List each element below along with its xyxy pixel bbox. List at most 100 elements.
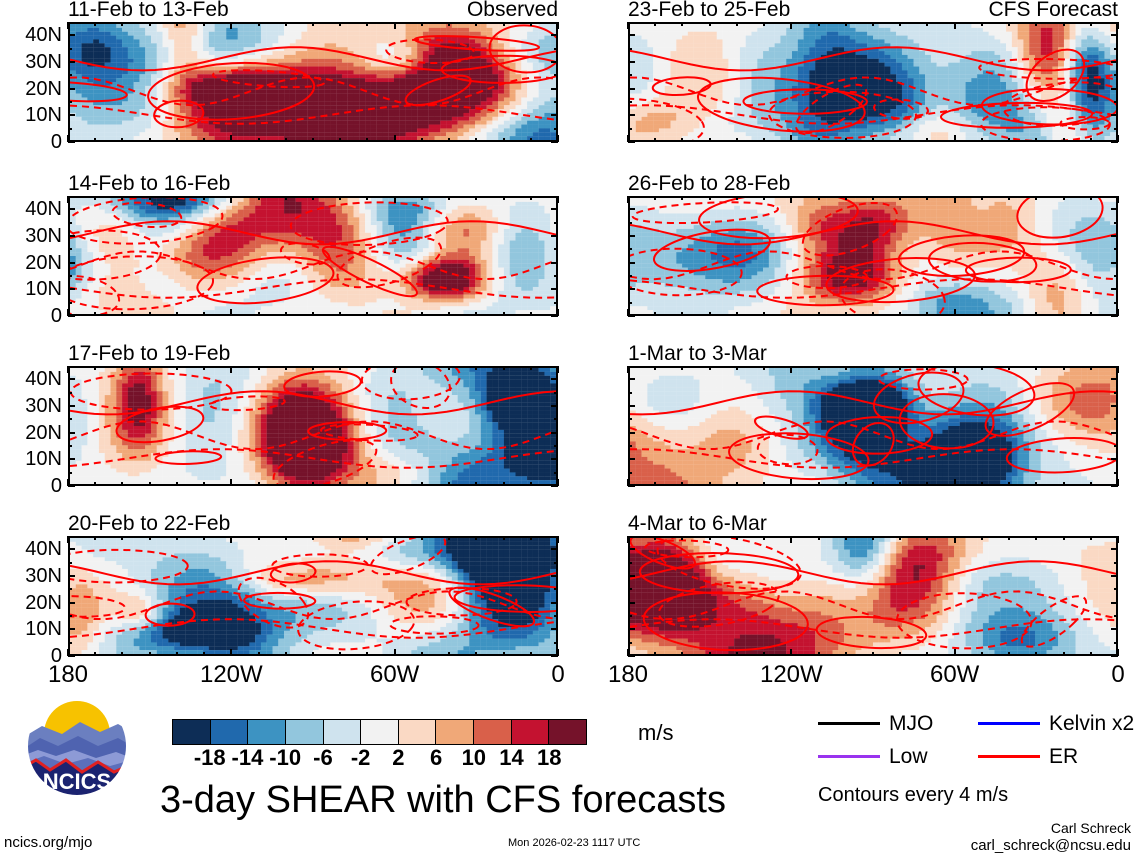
y-tick (1111, 208, 1118, 211)
y-tick-minor (628, 471, 632, 474)
panel-4: 20-Feb to 22-Feb 40N 30N 20N 10N 0 180 120W 60W 0 (25, 513, 564, 687)
x-tick (1117, 649, 1119, 656)
x-tick-minor (817, 482, 820, 486)
colorbar-swatch-9 (511, 720, 550, 744)
x-tick-minor (708, 482, 711, 486)
x-tick (557, 196, 559, 203)
y-axis-label-40N: 40N (25, 199, 62, 219)
x-tick-minor (203, 652, 206, 656)
y-tick (68, 141, 75, 143)
colorbar-swatch-7 (436, 720, 475, 744)
x-tick-minor (94, 138, 97, 142)
y-tick-minor (68, 588, 72, 591)
plot-area-2 (68, 196, 558, 316)
x-tick-minor (94, 652, 97, 656)
y-tick (68, 628, 75, 631)
y-tick-minor (68, 615, 72, 617)
author-email[interactable]: carl_schreck@ncsu.edu (971, 838, 1131, 853)
colorbar-tick--10: -10 (269, 747, 301, 769)
y-tick-minor (628, 445, 632, 447)
x-tick-minor (529, 366, 532, 370)
x-tick-minor (203, 138, 206, 142)
x-tick-minor (339, 22, 342, 26)
colorbar-tick-6: 6 (430, 747, 442, 769)
x-tick-minor (257, 22, 260, 26)
figure-main-title: 3-day SHEAR with CFS forecasts (160, 781, 726, 819)
y-tick (551, 405, 558, 407)
x-tick-minor (654, 366, 657, 370)
y-tick (1111, 485, 1118, 487)
x-tick-minor (681, 138, 684, 142)
y-tick (551, 288, 558, 291)
coastlines (727, 368, 1116, 484)
y-tick (1111, 405, 1118, 407)
y-tick-minor (1114, 471, 1118, 474)
x-tick-minor (339, 196, 342, 200)
x-tick (67, 135, 69, 142)
x-tick (953, 309, 956, 316)
shear-field (70, 538, 556, 654)
x-tick-minor (980, 196, 983, 200)
x-tick (230, 479, 233, 486)
x-tick-minor (899, 652, 902, 656)
x-tick-minor (339, 312, 342, 316)
panel-corner-label-5: CFS Forecast (988, 0, 1118, 20)
panel-title-1: 11-Feb to 13-Feb (68, 0, 229, 20)
x-tick (67, 366, 69, 373)
y-tick (551, 61, 558, 63)
y-tick (628, 87, 635, 90)
y-tick (628, 405, 635, 407)
x-tick-minor (339, 366, 342, 370)
x-tick-minor (312, 652, 314, 656)
x-tick-minor (654, 312, 657, 316)
x-tick-minor (312, 366, 314, 370)
y-tick (551, 87, 558, 90)
x-axis-label-180: 180 (608, 663, 648, 687)
x-tick (230, 309, 233, 316)
y-tick (551, 378, 558, 381)
y-tick (628, 288, 635, 291)
y-tick-minor (554, 561, 558, 564)
x-tick-minor (1035, 22, 1038, 26)
y-tick-minor (68, 127, 72, 130)
site-url[interactable]: ncics.org/mjo (4, 835, 92, 850)
x-tick-minor (980, 138, 983, 142)
colorbar-tick-2: 2 (392, 747, 404, 769)
x-tick (790, 309, 793, 316)
legend-label-low: Low (889, 746, 928, 767)
panel-2: 14-Feb to 16-Feb 40N 30N 20N 10N 0 (25, 173, 559, 326)
x-tick-minor (763, 652, 766, 656)
x-tick-minor (817, 652, 820, 656)
y-tick (628, 655, 635, 657)
x-tick-minor (735, 366, 738, 370)
ncics-logo-text: NCICS (43, 769, 111, 794)
x-tick-minor (735, 22, 738, 26)
x-tick-minor (708, 312, 711, 316)
y-tick (1111, 61, 1118, 63)
y-tick (68, 458, 75, 461)
x-tick-minor (284, 22, 287, 26)
y-tick-minor (1114, 127, 1118, 130)
x-tick-minor (926, 536, 929, 540)
x-tick-minor (94, 312, 97, 316)
x-tick-minor (1089, 138, 1092, 142)
x-tick-minor (175, 138, 178, 142)
x-tick (627, 196, 629, 203)
y-axis-label-20N: 20N (25, 423, 62, 443)
x-tick-minor (257, 366, 260, 370)
x-tick-minor (872, 482, 874, 486)
x-tick (230, 366, 233, 373)
y-tick (551, 114, 558, 117)
x-tick-minor (844, 652, 847, 656)
y-tick-minor (554, 588, 558, 591)
y-tick-minor (68, 301, 72, 304)
x-tick-minor (817, 22, 820, 26)
x-tick-minor (502, 22, 505, 26)
x-tick-minor (203, 536, 206, 540)
x-tick (557, 479, 559, 486)
x-tick-minor (980, 536, 983, 540)
y-axis-label-10N: 10N (25, 449, 62, 469)
x-tick-minor (420, 138, 423, 142)
x-tick-minor (899, 366, 902, 370)
y-tick-minor (628, 275, 632, 277)
